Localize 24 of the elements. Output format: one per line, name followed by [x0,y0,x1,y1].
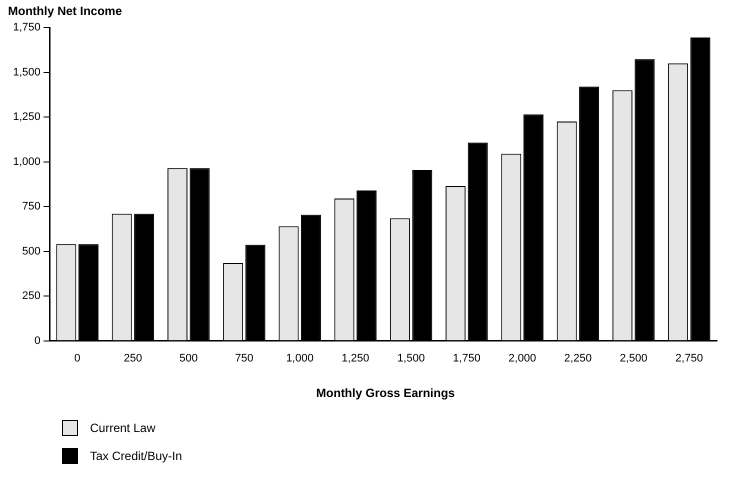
y-tick-label: 500 [22,245,41,258]
x-tick-label: 1,250 [342,352,370,364]
x-axis-title: Monthly Gross Earnings [315,386,456,400]
legend-label: Current Law [90,421,156,435]
x-tick-label: 2,000 [508,352,536,364]
x-tick-label: 1,500 [397,352,425,364]
x-tick-label: 2,500 [620,352,648,364]
y-tick-label: 0 [34,334,41,347]
x-tick-label: 2,750 [675,352,703,364]
x-tick-label: 1,000 [286,352,314,364]
y-tick-label: 1,750 [12,22,41,34]
x-tick-label: 750 [235,352,254,364]
x-tick-label: 2,250 [564,352,592,364]
y-tick-label: 1,000 [12,156,41,168]
y-tick-label: 1,250 [12,111,41,124]
y-tick-label: 250 [22,290,41,302]
x-tick-label: 0 [74,352,80,364]
x-tick-label: 500 [179,352,198,364]
x-tick-label: 250 [124,352,142,364]
y-axis-title: Monthly Net Income [8,4,122,18]
y-tick-label: 750 [22,200,41,213]
legend-label: Tax Credit/Buy-In [90,449,182,463]
x-tick-label: 1,750 [452,352,480,364]
y-tick-label: 1,500 [12,66,41,78]
